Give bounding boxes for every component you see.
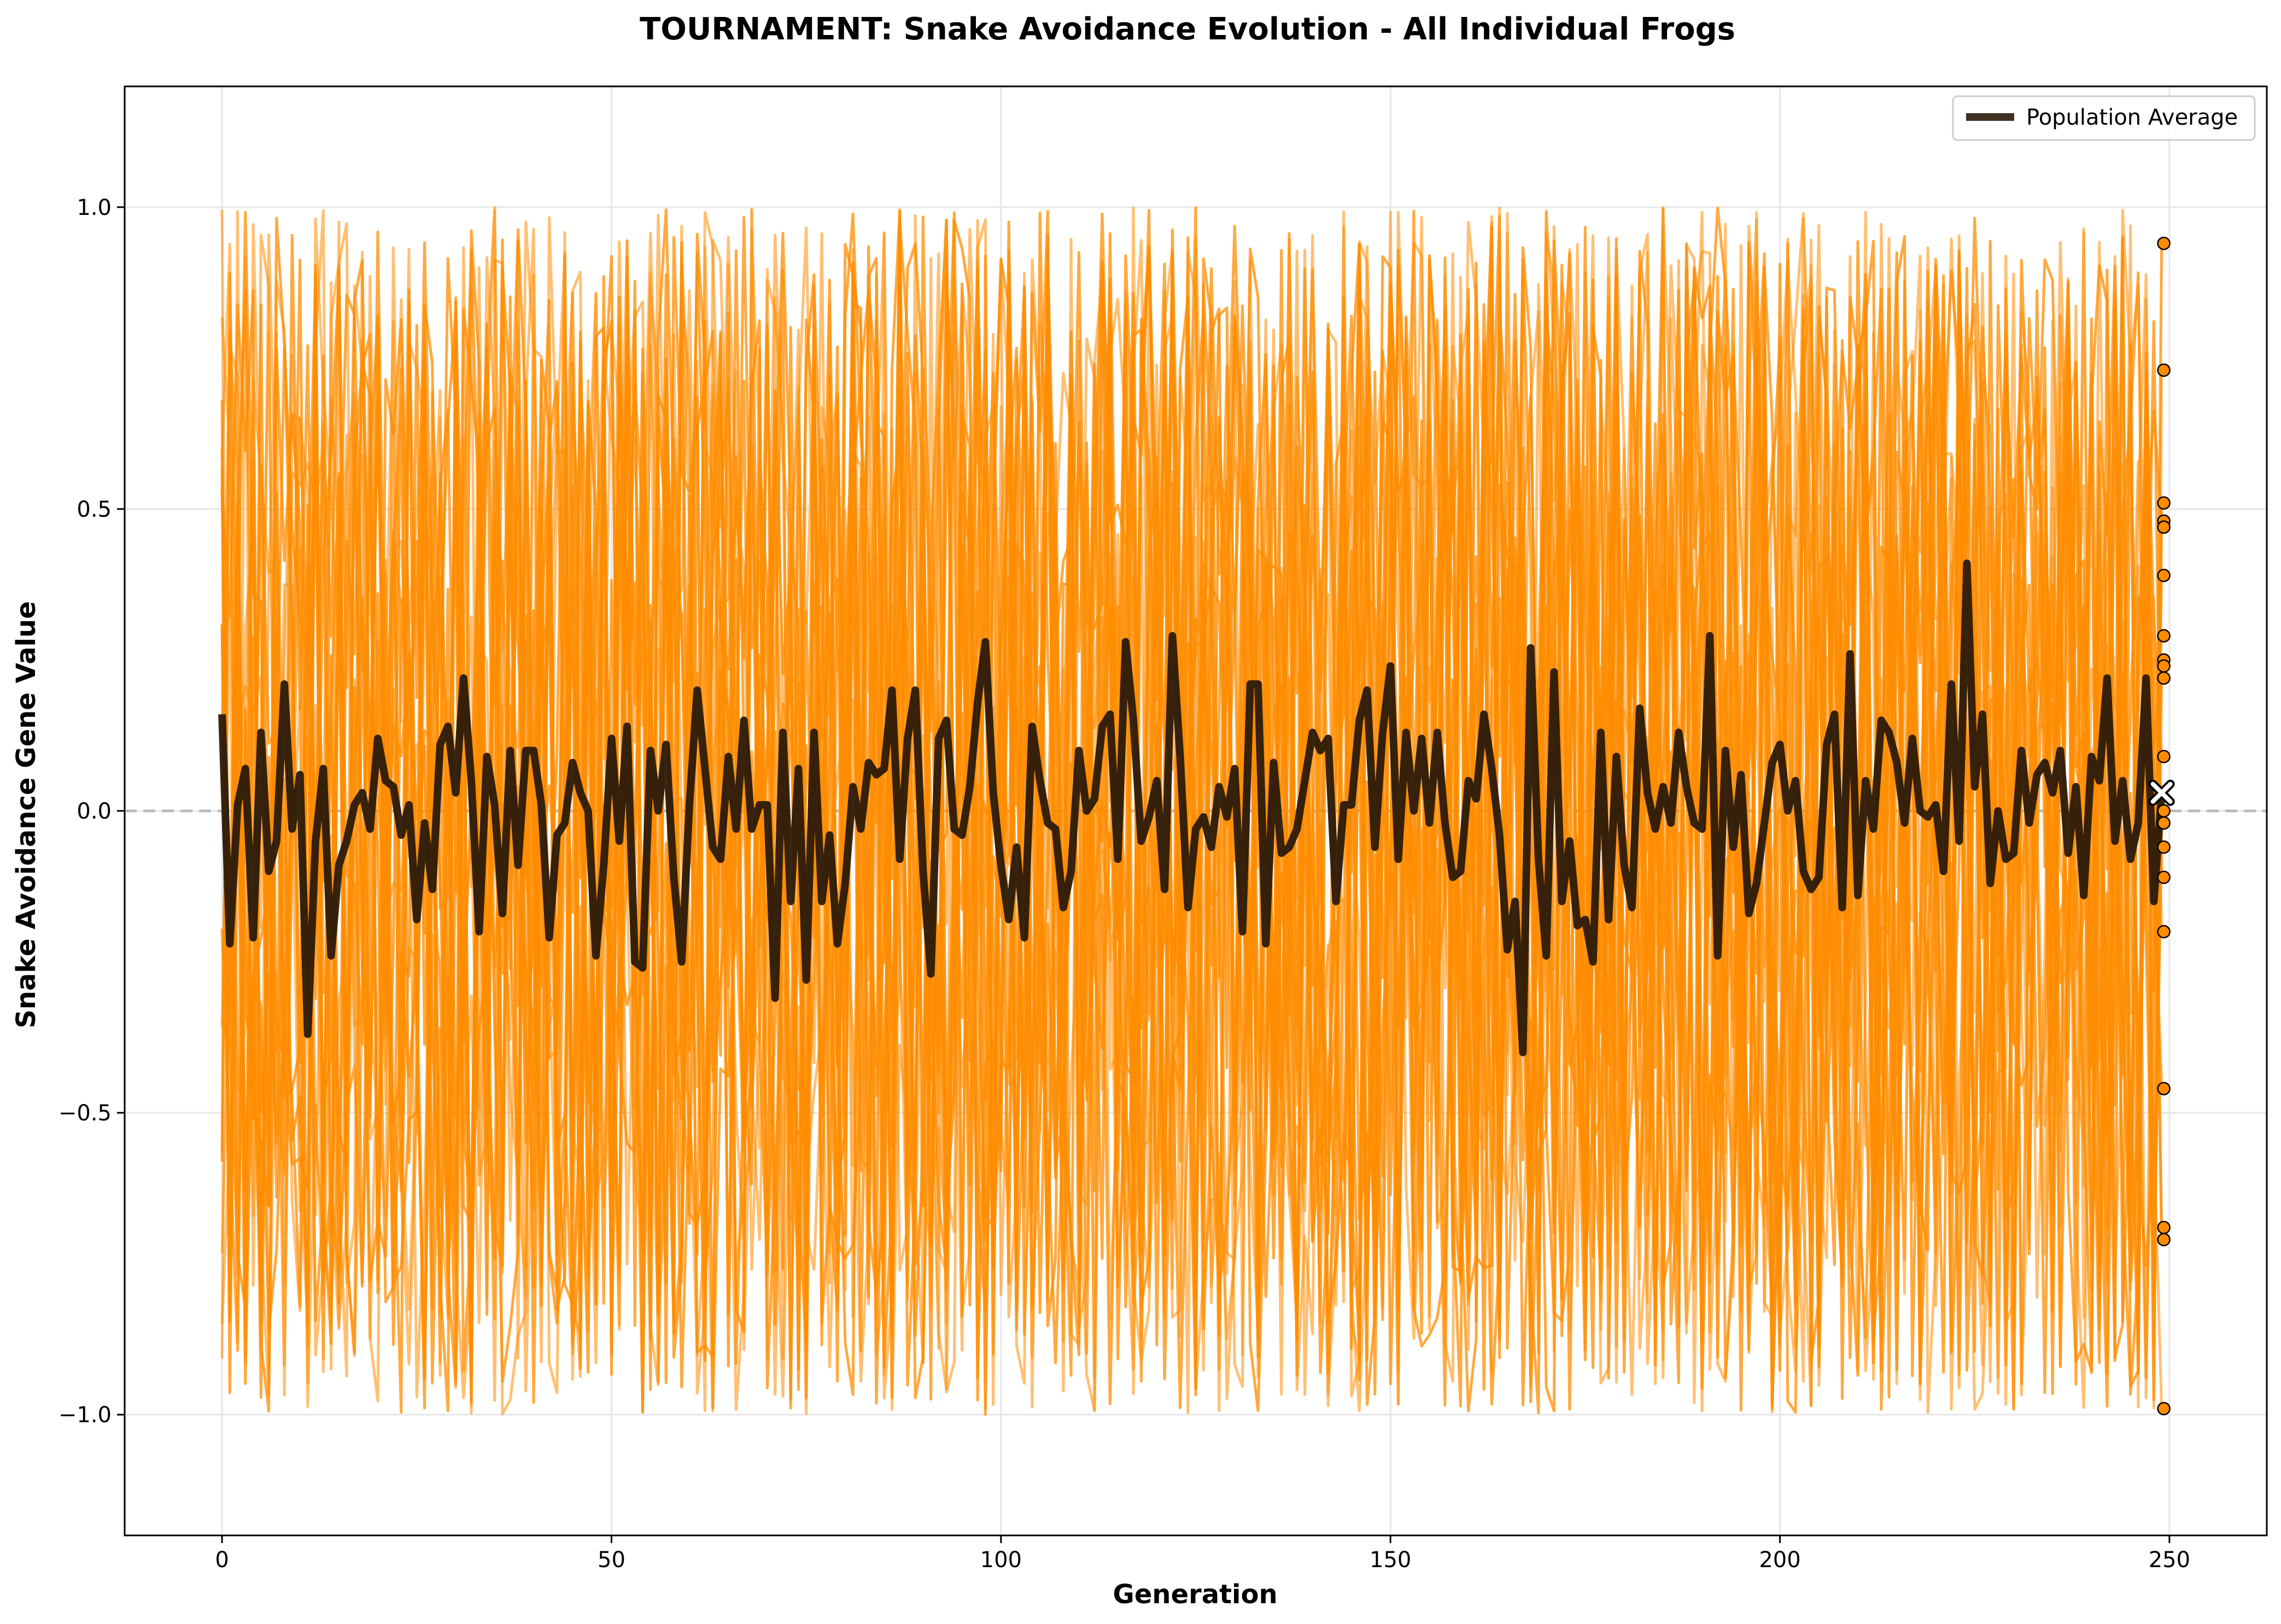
final-frog-point <box>2157 659 2171 673</box>
legend-entry-population-average: Population Average <box>2026 105 2238 130</box>
final-frog-point <box>2157 925 2171 939</box>
final-average-marker <box>2148 779 2175 806</box>
y-tick-label: 1.0 <box>77 195 112 220</box>
final-frog-point <box>2157 750 2171 763</box>
chart-title: TOURNAMENT: Snake Avoidance Evolution - … <box>640 11 1735 47</box>
final-frog-point <box>2157 496 2171 510</box>
y-tick-label: 0.5 <box>77 497 112 522</box>
final-frog-point <box>2157 363 2171 377</box>
y-tick-label: −0.5 <box>59 1101 112 1126</box>
final-frog-point <box>2157 840 2171 854</box>
legend: Population Average <box>1952 95 2256 141</box>
final-frog-point <box>2157 1401 2171 1416</box>
final-average-marker-stroke <box>2150 781 2173 804</box>
final-frog-point <box>2157 871 2171 884</box>
final-frog-point <box>2157 816 2171 830</box>
final-generation-points <box>2148 236 2175 1416</box>
x-tick-label: 200 <box>1759 1547 1800 1573</box>
population-average-line <box>218 559 2166 1056</box>
y-axis-ticks: 1.0 0.5 0.0 −0.5 −1.0 <box>59 195 125 1428</box>
x-axis-label: Generation <box>1113 1579 1277 1610</box>
y-axis-label: Snake Avoidance Gene Value <box>11 601 42 1028</box>
y-tick-label: 0.0 <box>77 799 112 824</box>
final-frog-point <box>2157 520 2171 534</box>
final-frog-point <box>2157 1220 2171 1235</box>
x-tick-label: 250 <box>2149 1547 2190 1573</box>
x-tick-label: 100 <box>980 1547 1022 1573</box>
population-average-layer <box>218 559 2166 1056</box>
x-axis-ticks: 0 50 100 150 200 250 <box>215 1535 2190 1573</box>
individual-frog-line <box>220 206 2163 1412</box>
final-frog-point <box>2157 629 2171 643</box>
x-tick-label: 0 <box>215 1547 229 1573</box>
final-frog-point <box>2157 804 2171 818</box>
final-frog-point <box>2157 1082 2171 1096</box>
x-tick-label: 50 <box>598 1547 625 1573</box>
final-frog-point <box>2157 569 2171 582</box>
final-frog-point <box>2157 671 2171 685</box>
y-tick-label: −1.0 <box>59 1403 112 1428</box>
x-tick-label: 150 <box>1370 1547 1411 1573</box>
final-frog-point <box>2157 1232 2171 1247</box>
final-frog-point <box>2157 236 2171 250</box>
legend-box <box>1952 95 2256 141</box>
